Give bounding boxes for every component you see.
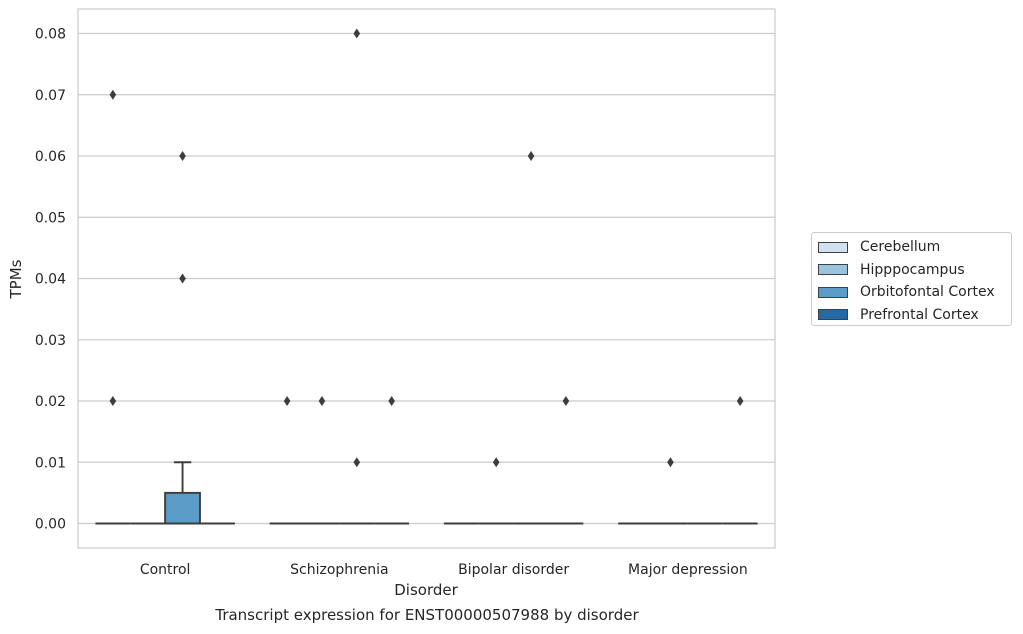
y-axis-label: TPMs bbox=[7, 259, 25, 299]
outlier-point bbox=[353, 28, 361, 39]
outliers bbox=[109, 28, 744, 468]
y-tick-label: 0.03 bbox=[35, 333, 66, 349]
chart-caption: Transcript expression for ENST0000050798… bbox=[215, 606, 639, 624]
outlier-point bbox=[492, 457, 500, 468]
legend: Cerebellum Hipppocampus Orbitofontal Cor… bbox=[811, 232, 1012, 326]
y-tick-label: 0.02 bbox=[35, 394, 66, 410]
x-tick-label: Major depression bbox=[628, 562, 748, 578]
y-tick-label: 0.04 bbox=[35, 272, 66, 288]
boxes bbox=[95, 461, 758, 525]
x-tick-label: Bipolar disorder bbox=[458, 562, 569, 578]
outlier-point bbox=[527, 151, 535, 161]
x-tick-label: Schizophrenia bbox=[290, 562, 388, 578]
y-tick-label: 0.00 bbox=[35, 517, 66, 533]
box bbox=[164, 461, 201, 525]
legend-label: Orbitofontal Cortex bbox=[860, 284, 995, 301]
outlier-point bbox=[109, 89, 117, 100]
outlier-point bbox=[179, 151, 186, 161]
legend-label: Cerebellum bbox=[860, 239, 941, 256]
outlier-point bbox=[353, 457, 361, 468]
legend-label: Hipppocampus bbox=[860, 261, 965, 278]
outlier-point bbox=[562, 396, 570, 406]
y-tick-label: 0.08 bbox=[35, 27, 66, 43]
y-tick-label: 0.05 bbox=[35, 210, 66, 226]
outlier-point bbox=[667, 457, 674, 468]
legend-item: Orbitofontal Cortex bbox=[818, 281, 1011, 304]
legend-label: Prefrontal Cortex bbox=[860, 306, 979, 323]
box-body bbox=[164, 491, 201, 525]
legend-item: Hipppocampus bbox=[818, 259, 1011, 282]
outlier-point bbox=[109, 396, 117, 406]
outlier-point bbox=[318, 396, 326, 406]
y-tick-label: 0.06 bbox=[35, 149, 66, 165]
gridlines bbox=[78, 32, 775, 525]
outlier-point bbox=[179, 273, 186, 284]
x-tick-labels: Control Schizophrenia Bipolar disorder Majo… bbox=[140, 562, 748, 578]
legend-item: Prefrontal Cortex bbox=[818, 304, 1011, 327]
outlier-point bbox=[736, 396, 744, 406]
legend-swatch bbox=[818, 264, 848, 276]
y-tick-label: 0.07 bbox=[35, 88, 66, 104]
outlier-point bbox=[388, 396, 395, 406]
plot-area-frame bbox=[77, 8, 776, 549]
legend-swatch bbox=[818, 241, 848, 253]
x-tick-label: Control bbox=[140, 562, 191, 578]
legend-swatch bbox=[818, 309, 848, 321]
legend-item: Cerebellum bbox=[818, 236, 1011, 259]
outlier-point bbox=[283, 396, 291, 406]
box-plot-chart: 0.00 0.01 0.02 0.03 0.04 0.05 0.06 0.07 0.08 Con… bbox=[7, 8, 776, 599]
y-tick-labels: 0.00 0.01 0.02 0.03 0.04 0.05 0.06 0.07 0.08 bbox=[35, 27, 66, 533]
y-tick-label: 0.01 bbox=[35, 455, 66, 471]
x-axis-label: Disorder bbox=[394, 581, 458, 599]
legend-swatch bbox=[818, 286, 848, 298]
